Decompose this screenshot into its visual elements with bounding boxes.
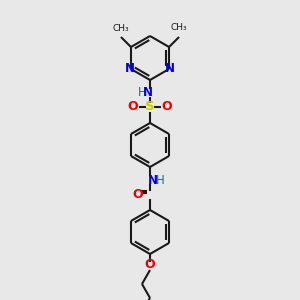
Text: O: O [145,259,155,272]
Text: S: S [145,100,155,113]
Text: N: N [165,62,175,76]
Text: O: O [128,100,138,113]
Text: H: H [138,86,146,100]
Text: CH₃: CH₃ [112,24,129,33]
Text: N: N [143,86,153,100]
Text: H: H [156,173,164,187]
Text: O: O [133,188,143,200]
Text: N: N [148,173,158,187]
Text: O: O [162,100,172,113]
Text: N: N [125,62,135,76]
Text: CH₃: CH₃ [171,23,188,32]
